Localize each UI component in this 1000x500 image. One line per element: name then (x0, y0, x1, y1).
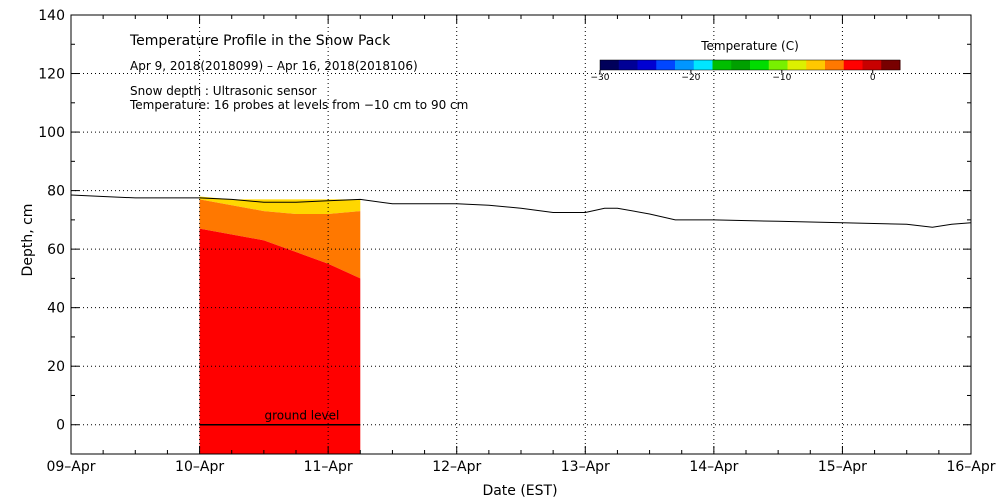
colorbar-cell-15 (881, 60, 901, 70)
y-tick-label-20: 20 (47, 359, 65, 375)
colorbar-cell-12 (825, 60, 845, 70)
y-tick-label-140: 140 (38, 8, 65, 24)
x-tick-label-5: 14–Apr (689, 459, 738, 475)
note-temperature: Temperature: 16 probes at levels from −1… (129, 98, 468, 112)
ground-level: ground level (199, 409, 361, 426)
colorbar-cell-1 (618, 60, 638, 70)
colorbar-cell-5 (693, 60, 713, 70)
colorbar-cell-13 (843, 60, 863, 70)
snow-depth-line (70, 194, 972, 228)
y-tick-label-0: 0 (56, 418, 65, 434)
note-snow-depth: Snow depth : Ultrasonic sensor (130, 84, 317, 98)
colorbar-tick-label-3: 0 (870, 73, 876, 83)
chart-title: Temperature Profile in the Snow Pack (129, 33, 391, 49)
colorbar-frame (599, 59, 901, 71)
temperature-band-3 (199, 228, 361, 454)
x-tick-label-3: 12–Apr (432, 459, 481, 475)
temperature-bands (199, 196, 361, 454)
y-tick-label-80: 80 (47, 184, 65, 200)
x-tick-label-1: 10–Apr (175, 459, 224, 475)
snow-depth-series (70, 194, 972, 228)
colorbar-title: Temperature (C) (700, 39, 799, 53)
colorbar-cell-2 (637, 60, 657, 70)
colorbar-cell-11 (806, 60, 826, 70)
colorbar-cell-6 (712, 60, 732, 70)
x-tick-label-2: 11–Apr (304, 459, 353, 475)
colorbar-tick-label-1: −20 (681, 73, 700, 83)
colorbar-cell-9 (768, 60, 788, 70)
colorbar-cell-3 (656, 60, 676, 70)
y-axis-label: Depth, cm (20, 204, 36, 277)
colorbar-cell-14 (862, 60, 882, 70)
y-tick-label-60: 60 (47, 242, 65, 258)
x-tick-label-0: 09–Apr (46, 459, 95, 475)
axes: 0 20 40 60 80 100 120 140 09–Apr 10–Apr 11–Apr 12–A… (38, 8, 995, 475)
colorbar: −30 −20 −10 0 (591, 59, 901, 83)
colorbar-cell-7 (731, 60, 751, 70)
y-tick-label-120: 120 (38, 67, 65, 83)
colorbar-tick-label-2: −10 (772, 73, 791, 83)
x-tick-label-6: 15–Apr (818, 459, 867, 475)
colorbar-cell-4 (675, 60, 695, 70)
colorbar-tick-label-0: −30 (591, 73, 610, 83)
colorbar-cell-0 (600, 60, 620, 70)
y-tick-label-100: 100 (38, 125, 65, 141)
colorbar-cell-10 (787, 60, 807, 70)
colorbar-cell-8 (750, 60, 770, 70)
chart-subtitle: Apr 9, 2018(2018099) – Apr 16, 2018(2018… (130, 59, 418, 73)
x-tick-label-4: 13–Apr (561, 459, 610, 475)
x-tick-label-7: 16–Apr (946, 459, 995, 475)
temperature-band-2 (199, 199, 361, 279)
ground-level-label: ground level (265, 409, 340, 423)
y-tick-label-40: 40 (47, 301, 65, 317)
x-axis-label: Date (EST) (482, 483, 557, 499)
